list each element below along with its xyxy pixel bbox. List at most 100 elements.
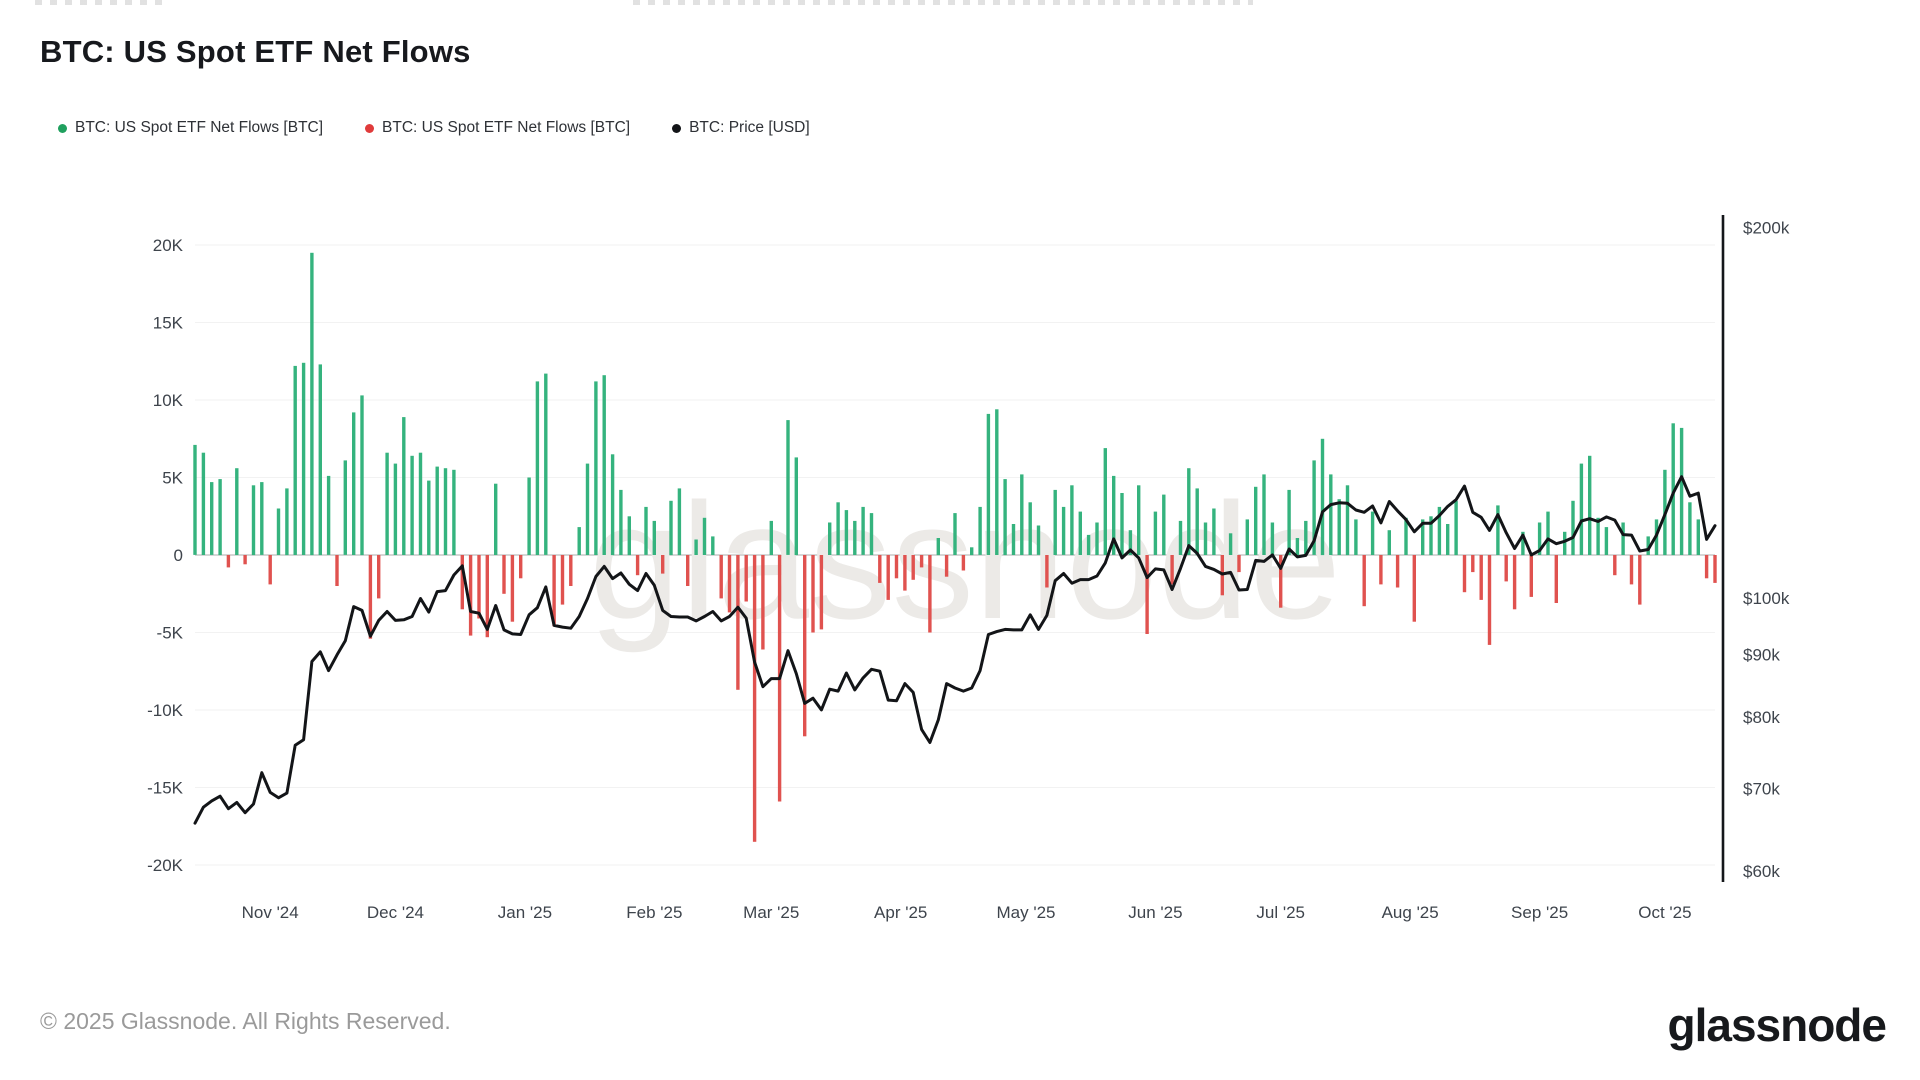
inflow-bar [1496, 505, 1500, 555]
inflow-bar [1604, 527, 1609, 555]
inflow-bar [393, 463, 398, 555]
outflow-bar [961, 555, 966, 571]
left-axis-tick-label: 20K [153, 236, 184, 255]
outflow-bar [811, 555, 815, 633]
right-axis-tick-label: $90k [1743, 645, 1780, 664]
inflow-bar [836, 502, 840, 555]
inflow-bar [1295, 538, 1300, 556]
x-axis-month-label: Sep '25 [1511, 903, 1568, 922]
x-axis-month-label: May '25 [996, 903, 1055, 922]
inflow-bar [1521, 531, 1525, 556]
inflow-bar [1070, 485, 1074, 556]
inflow-bar [1354, 519, 1358, 555]
outflow-bar [510, 555, 515, 622]
x-axis-month-label: Mar '25 [743, 903, 799, 922]
outflow-bar [1554, 555, 1558, 603]
inflow-bar [970, 547, 974, 556]
inflow-bar [402, 417, 406, 555]
outflow-bar [911, 555, 915, 580]
legend-item-inflows[interactable]: BTC: US Spot ETF Net Flows [BTC] [58, 119, 323, 137]
outflow-bar [1529, 555, 1533, 597]
inflow-bar [978, 506, 982, 555]
outflow-bar [1479, 555, 1483, 600]
left-axis-tick-label: 10K [153, 391, 184, 410]
inflow-bar [527, 477, 531, 555]
etf-netflows-chart[interactable]: glassnode20K15K10K5K0-5K-10K-15K-20K$200… [0, 150, 1920, 950]
right-axis-tick-label: $200k [1743, 219, 1790, 238]
legend-item-price[interactable]: BTC: Price [USD] [672, 119, 810, 137]
inflow-bar [602, 375, 606, 555]
legend-label: BTC: Price [USD] [689, 119, 810, 136]
outflow-bar [719, 555, 723, 599]
outflow-bar [502, 555, 506, 594]
x-axis-month-label: Apr '25 [874, 903, 927, 922]
inflow-bar [1421, 519, 1425, 555]
page-title: BTC: US Spot ETF Net Flows [40, 34, 471, 69]
inflow-bar [677, 488, 682, 556]
legend-label: BTC: US Spot ETF Net Flows [BTC] [382, 119, 631, 136]
outflow-bar [1412, 555, 1416, 622]
inflow-bar [210, 482, 214, 555]
inflow-bar [869, 513, 874, 555]
inflow-bar [326, 475, 331, 555]
inflow-bar [1020, 474, 1024, 555]
inflow-bar [1387, 530, 1391, 555]
glassnode-logo: glassnode [1667, 999, 1887, 1051]
inflow-bar [1053, 489, 1057, 555]
left-axis-tick-label: -10K [147, 701, 184, 720]
inflow-bar [251, 485, 256, 556]
inflow-bar [1178, 520, 1183, 555]
inflow-bar [385, 452, 389, 555]
inflow-bar [1228, 533, 1233, 555]
outflow-bar [460, 555, 464, 610]
inflow-bar [1036, 525, 1041, 555]
inflow-bar [427, 480, 431, 555]
inflow-bar [410, 455, 414, 555]
inflow-bar [610, 454, 615, 556]
inflow-bar [1688, 502, 1692, 555]
chart-legend: BTC: US Spot ETF Net Flows [BTC] BTC: US… [58, 119, 810, 137]
legend-item-outflows[interactable]: BTC: US Spot ETF Net Flows [BTC] [365, 119, 630, 137]
inflow-bar [260, 482, 264, 555]
inflow-bar [1596, 517, 1600, 555]
inflow-bar [986, 413, 991, 555]
outflow-bar [335, 555, 339, 586]
outflow-bar [686, 555, 690, 586]
inflow-bar [301, 362, 306, 555]
outflow-bar [1487, 555, 1492, 645]
inflow-bar [494, 483, 498, 555]
inflow-bar [343, 460, 347, 555]
price-line [193, 475, 1717, 825]
inflow-bar [619, 489, 623, 555]
outflow-bar [1045, 555, 1049, 588]
outflow-bar [894, 555, 899, 579]
outflow-bar [569, 555, 573, 586]
left-axis-tick-label: -5K [157, 624, 184, 643]
inflow-bar [577, 527, 581, 555]
inflow-bar [1120, 493, 1124, 555]
inflow-bar [644, 506, 648, 555]
inflow-bar [1195, 488, 1199, 556]
inflow-bar [1312, 460, 1316, 555]
x-axis-month-label: Jul '25 [1256, 903, 1305, 922]
inflow-bar [360, 395, 364, 556]
inflow-bar [435, 466, 439, 555]
inflow-bar [1646, 536, 1650, 555]
inflow-bar [585, 463, 590, 555]
inflow-bar [627, 516, 631, 556]
green-dot-icon [58, 123, 67, 133]
inflow-bar [1454, 500, 1458, 556]
x-axis-month-label: Oct '25 [1638, 903, 1691, 922]
chart-plot-area[interactable]: glassnode 20K 15K 10K 5K 0 -5K -10K -15K -20K $200… [0, 150, 1920, 950]
inflow-bar [669, 500, 673, 556]
outflow-bar [1713, 555, 1717, 583]
inflow-bar [1437, 506, 1442, 555]
inflow-bar [1404, 517, 1408, 555]
inflow-bar [1061, 506, 1066, 555]
inflow-bar [1245, 519, 1249, 555]
outflow-bar [635, 555, 640, 576]
inflow-bar [1546, 511, 1550, 555]
left-axis-tick-label: -15K [147, 779, 184, 798]
outflow-bar [1362, 555, 1366, 607]
outflow-bar [1629, 555, 1634, 585]
